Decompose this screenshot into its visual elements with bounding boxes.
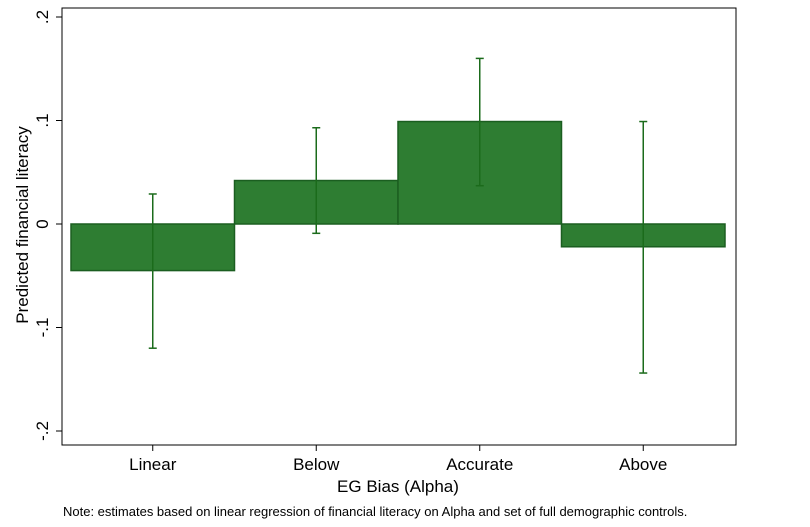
y-tick-label-2: 0 [33,219,52,228]
error-bar-below [312,126,321,235]
x-tick-label-linear: Linear [129,455,177,474]
error-bar-above [639,120,648,374]
y-tick-label-1: -.1 [33,318,52,338]
x-axis-title: EG Bias (Alpha) [337,477,459,496]
y-axis-title: Predicted financial literacy [13,126,32,324]
y-tick-label-4: .2 [33,10,52,24]
y-tick-label-0: -.2 [33,421,52,441]
error-bar-linear [148,193,157,349]
x-tick-label-accurate: Accurate [446,455,513,474]
plot-frame [61,7,737,446]
y-tick-label-3: .1 [33,113,52,127]
error-bar-accurate [475,57,484,187]
x-tick-label-above: Above [619,455,667,474]
x-tick-label-below: Below [293,455,340,474]
chart-note: Note: estimates based on linear regressi… [63,504,687,519]
